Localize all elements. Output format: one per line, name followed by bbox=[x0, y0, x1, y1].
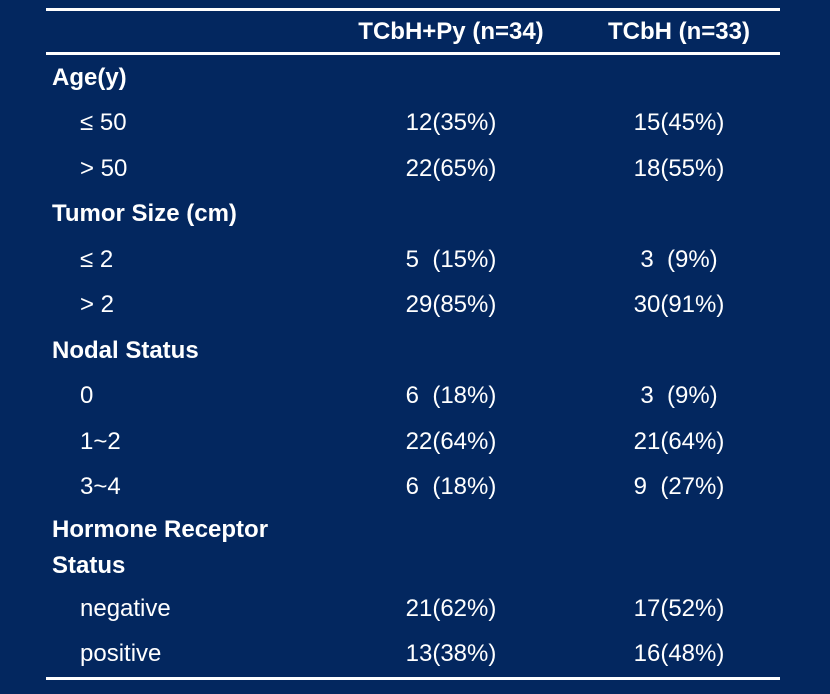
table-rule-under-header bbox=[46, 52, 780, 55]
row-label: > 50 bbox=[80, 154, 128, 182]
row-tumor-le2: ≤ 2 5 (15%) 3 (9%) bbox=[46, 237, 780, 283]
row-age-gt50: > 50 22(65%) 18(55%) bbox=[46, 146, 780, 192]
cell-value: 12(35%) bbox=[405, 109, 497, 137]
row-nodal-3-4: 3~4 6 (18%) 9 (27%) bbox=[46, 465, 780, 511]
cell-value: 6 (18%) bbox=[405, 473, 497, 501]
cell-value: 22(64%) bbox=[405, 427, 497, 455]
row-nodal-1-2: 1~2 22(64%) 21(64%) bbox=[46, 419, 780, 465]
section-row-nodal-status: Nodal Status bbox=[46, 328, 780, 374]
cell-value: 17(52%) bbox=[633, 594, 725, 622]
cell-value: 21(64%) bbox=[633, 427, 725, 455]
table-rule-top bbox=[46, 8, 780, 11]
cell-value: 29(85%) bbox=[405, 291, 497, 319]
row-label: 3~4 bbox=[80, 473, 121, 501]
cell-value: 22(65%) bbox=[405, 154, 497, 182]
section-row-age: Age(y) bbox=[46, 55, 780, 101]
section-row-tumor-size: Tumor Size (cm) bbox=[46, 192, 780, 238]
cell-value: 21(62%) bbox=[405, 594, 497, 622]
cell-value: 5 (15%) bbox=[405, 245, 497, 273]
cell-value: 3 (9%) bbox=[640, 245, 718, 273]
table-rule-bottom bbox=[46, 677, 780, 680]
row-hr-positive: positive 13(38%) 16(48%) bbox=[46, 632, 780, 678]
row-label: positive bbox=[80, 640, 162, 668]
row-age-le50: ≤ 50 12(35%) 15(45%) bbox=[46, 101, 780, 147]
row-label: ≤ 50 bbox=[80, 109, 127, 137]
cell-value: 16(48%) bbox=[633, 640, 725, 668]
section-label-hormone-receptor: Hormone Receptor Status bbox=[52, 516, 269, 579]
characteristics-table: TCbH+Py (n=34) TCbH (n=33) Age(y) ≤ 50 1… bbox=[46, 8, 780, 680]
row-nodal-0: 0 6 (18%) 3 (9%) bbox=[46, 374, 780, 420]
section-label-tumor-size: Tumor Size (cm) bbox=[52, 200, 237, 228]
cell-value: 30(91%) bbox=[633, 291, 725, 319]
cell-value: 13(38%) bbox=[405, 640, 497, 668]
row-hr-negative: negative 21(62%) 17(52%) bbox=[46, 586, 780, 632]
cell-value: 6 (18%) bbox=[405, 382, 497, 410]
cell-value: 9 (27%) bbox=[633, 473, 725, 501]
cell-value: 15(45%) bbox=[633, 109, 725, 137]
row-label: negative bbox=[80, 594, 171, 622]
cell-value: 3 (9%) bbox=[640, 382, 718, 410]
header-col-tcbh-py: TCbH+Py (n=34) bbox=[358, 17, 544, 45]
section-row-hormone-receptor: Hormone Receptor Status bbox=[46, 510, 780, 586]
table-header-row: TCbH+Py (n=34) TCbH (n=33) bbox=[46, 11, 780, 52]
row-label: 0 bbox=[80, 382, 94, 410]
cell-value: 18(55%) bbox=[633, 154, 725, 182]
row-label: ≤ 2 bbox=[80, 245, 114, 273]
section-label-age: Age(y) bbox=[52, 63, 127, 91]
section-label-nodal-status: Nodal Status bbox=[52, 336, 199, 364]
row-tumor-gt2: > 2 29(85%) 30(91%) bbox=[46, 283, 780, 329]
header-col-tcbh: TCbH (n=33) bbox=[607, 17, 750, 45]
row-label: > 2 bbox=[80, 291, 115, 319]
row-label: 1~2 bbox=[80, 427, 121, 455]
